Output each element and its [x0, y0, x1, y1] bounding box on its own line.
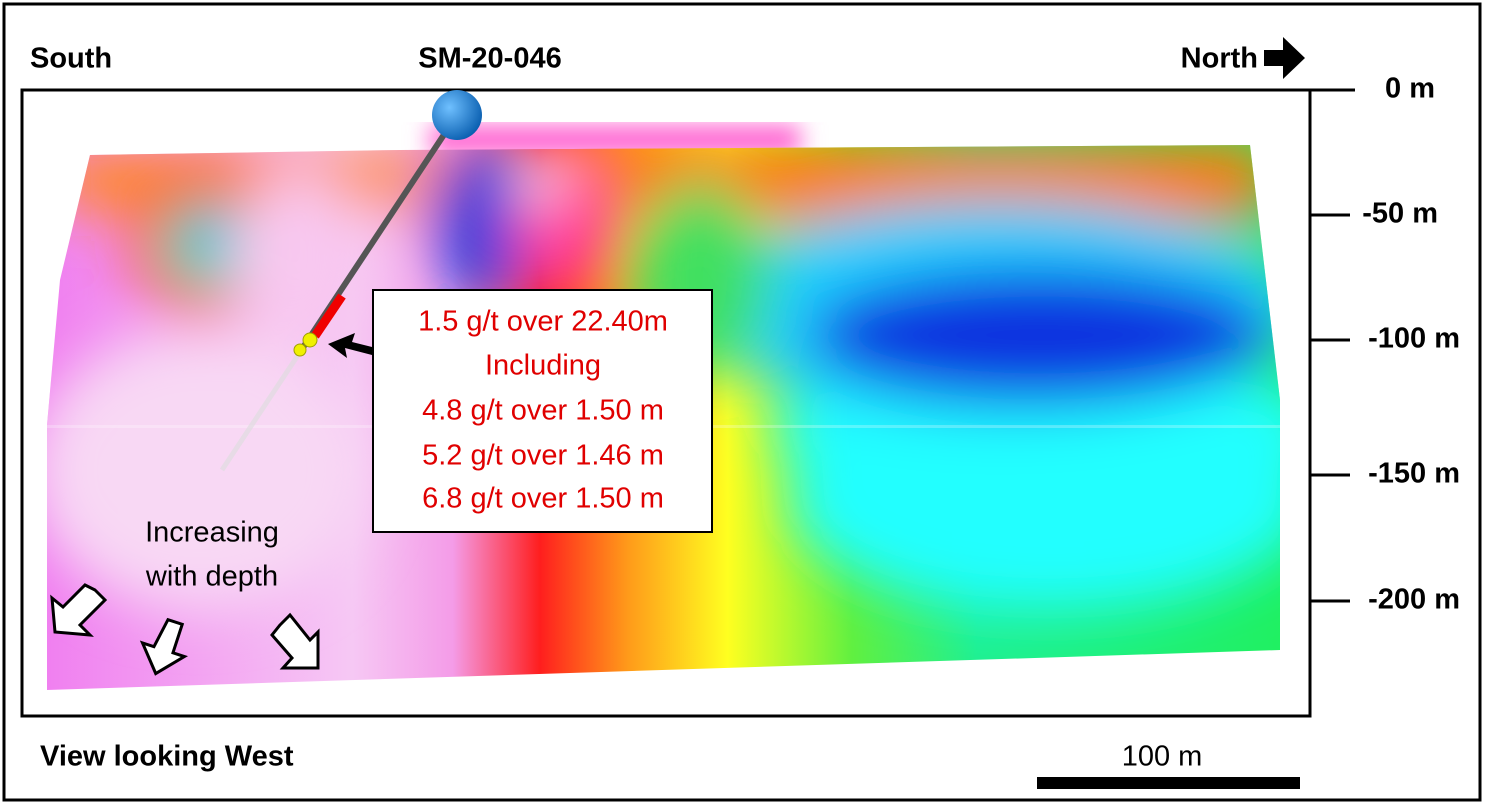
hole-label: SM-20-046: [418, 43, 561, 75]
intercept-line: 1.5 g/t over 22.40m: [418, 306, 668, 338]
depth-label: -100 m: [1368, 323, 1460, 355]
view-label: View looking West: [40, 741, 294, 773]
depth-label: 0 m: [1385, 73, 1435, 105]
scale-label: 100 m: [1122, 741, 1203, 773]
direction-label: South: [30, 43, 112, 75]
note-line: with depth: [145, 561, 278, 593]
scale-bar: [1037, 777, 1300, 789]
depth-ticks: [1310, 88, 1355, 603]
intercept-line: Including: [485, 350, 601, 382]
intercept-line: 4.8 g/t over 1.50 m: [422, 395, 664, 427]
high-grade-marker: [302, 332, 318, 348]
direction-label: North: [1181, 43, 1258, 75]
collar: [432, 90, 482, 140]
depth-label: -50 m: [1362, 198, 1438, 230]
high-grade-marker: [293, 343, 307, 357]
pointer-arrow: [328, 333, 376, 358]
depth-label: -150 m: [1368, 458, 1460, 490]
trend-arrows: [50, 583, 320, 676]
intercept-line: 5.2 g/t over 1.46 m: [422, 440, 664, 472]
depth-label: -200 m: [1368, 584, 1460, 616]
note-line: Increasing: [145, 517, 279, 549]
intercept-line: 6.8 g/t over 1.50 m: [422, 483, 664, 515]
intercept-segment: [311, 293, 346, 339]
north-arrow: [1264, 37, 1305, 79]
intercept-box: [372, 289, 713, 533]
